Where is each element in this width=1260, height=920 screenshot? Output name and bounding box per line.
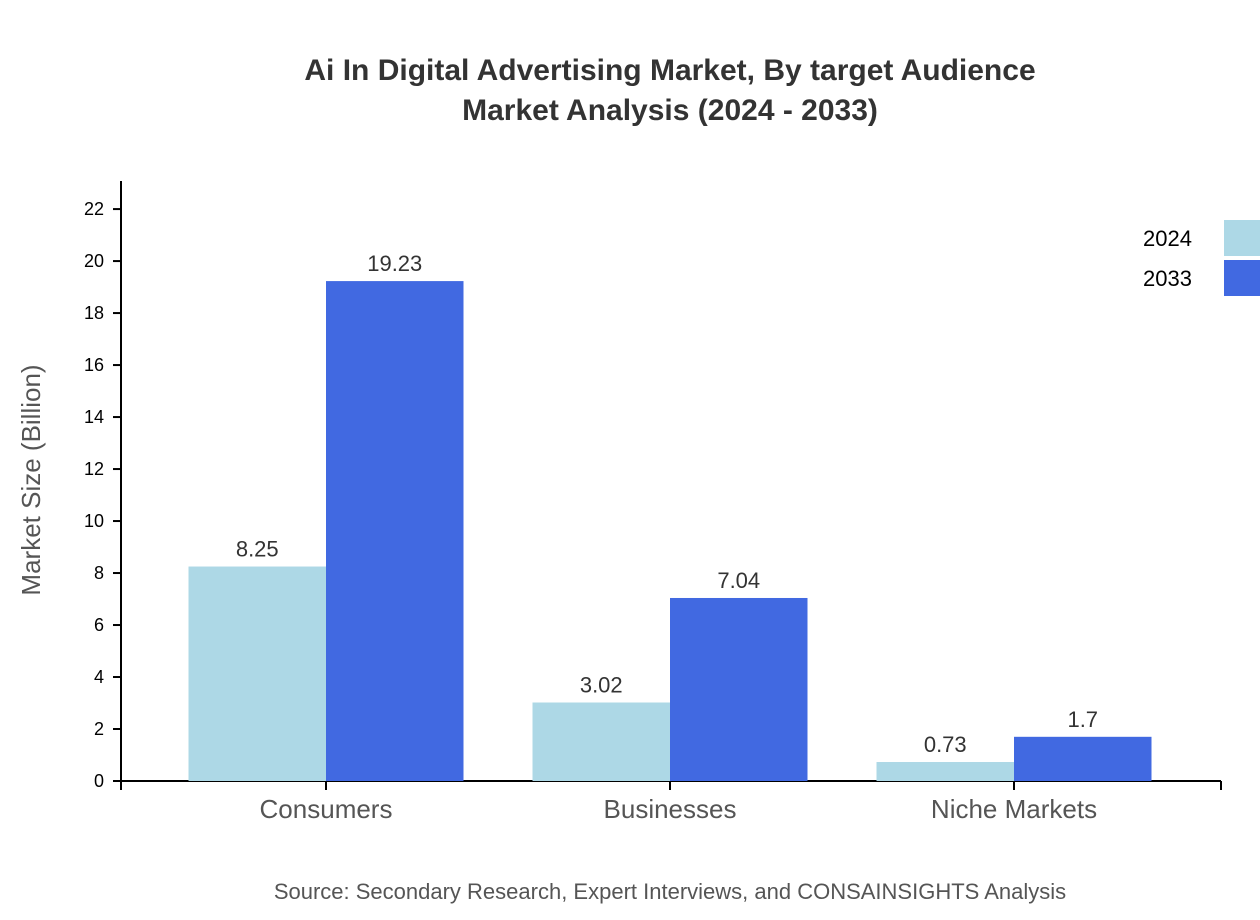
y-axis-label: Market Size (Billion) (16, 364, 46, 595)
bar-2024-consumers (188, 566, 326, 781)
x-tick-label: Niche Markets (931, 794, 1097, 824)
y-tick-label: 0 (94, 771, 104, 791)
y-tick-label: 16 (84, 355, 104, 375)
bar-2024-businesses (532, 702, 670, 781)
legend-swatch-2033 (1224, 260, 1260, 296)
y-tick-label: 8 (94, 563, 104, 583)
y-axis: 0 2 4 6 8 10 12 14 16 18 20 22 (84, 181, 122, 791)
data-label: 3.02 (580, 672, 623, 697)
y-tick-label: 22 (84, 199, 104, 219)
x-tick-label: Businesses (604, 794, 737, 824)
data-label: 7.04 (717, 568, 760, 593)
y-tick-label: 2 (94, 719, 104, 739)
y-tick-label: 14 (84, 407, 104, 427)
x-axis: Consumers Businesses Niche Markets (120, 780, 1222, 824)
bar-2033-niche-markets (1014, 736, 1152, 781)
bar-2024-niche-markets (876, 762, 1014, 781)
source-note: Source: Secondary Research, Expert Inter… (274, 879, 1066, 904)
y-tick-label: 20 (84, 251, 104, 271)
data-label: 1.7 (1067, 707, 1098, 732)
data-label: 0.73 (924, 732, 967, 757)
legend-label-2033: 2033 (1143, 266, 1192, 291)
data-label: 8.25 (236, 537, 279, 562)
chart-title-line-1: Ai In Digital Advertising Market, By tar… (304, 54, 1035, 87)
y-tick-label: 10 (84, 511, 104, 531)
bars: 8.25 19.23 3.02 7.04 0.73 1.7 (188, 251, 1152, 781)
x-tick-label: Consumers (260, 794, 393, 824)
chart-title-line-2: Market Analysis (2024 - 2033) (462, 94, 878, 127)
legend-label-2024: 2024 (1143, 226, 1192, 251)
bar-2033-businesses (670, 597, 808, 781)
y-tick-label: 6 (94, 615, 104, 635)
legend: 2024 2033 (1143, 220, 1260, 296)
y-tick-label: 18 (84, 303, 104, 323)
y-tick-label: 4 (94, 667, 104, 687)
data-label: 19.23 (367, 251, 422, 276)
y-tick-label: 12 (84, 459, 104, 479)
bar-2033-consumers (326, 281, 464, 781)
legend-swatch-2024 (1224, 220, 1260, 256)
